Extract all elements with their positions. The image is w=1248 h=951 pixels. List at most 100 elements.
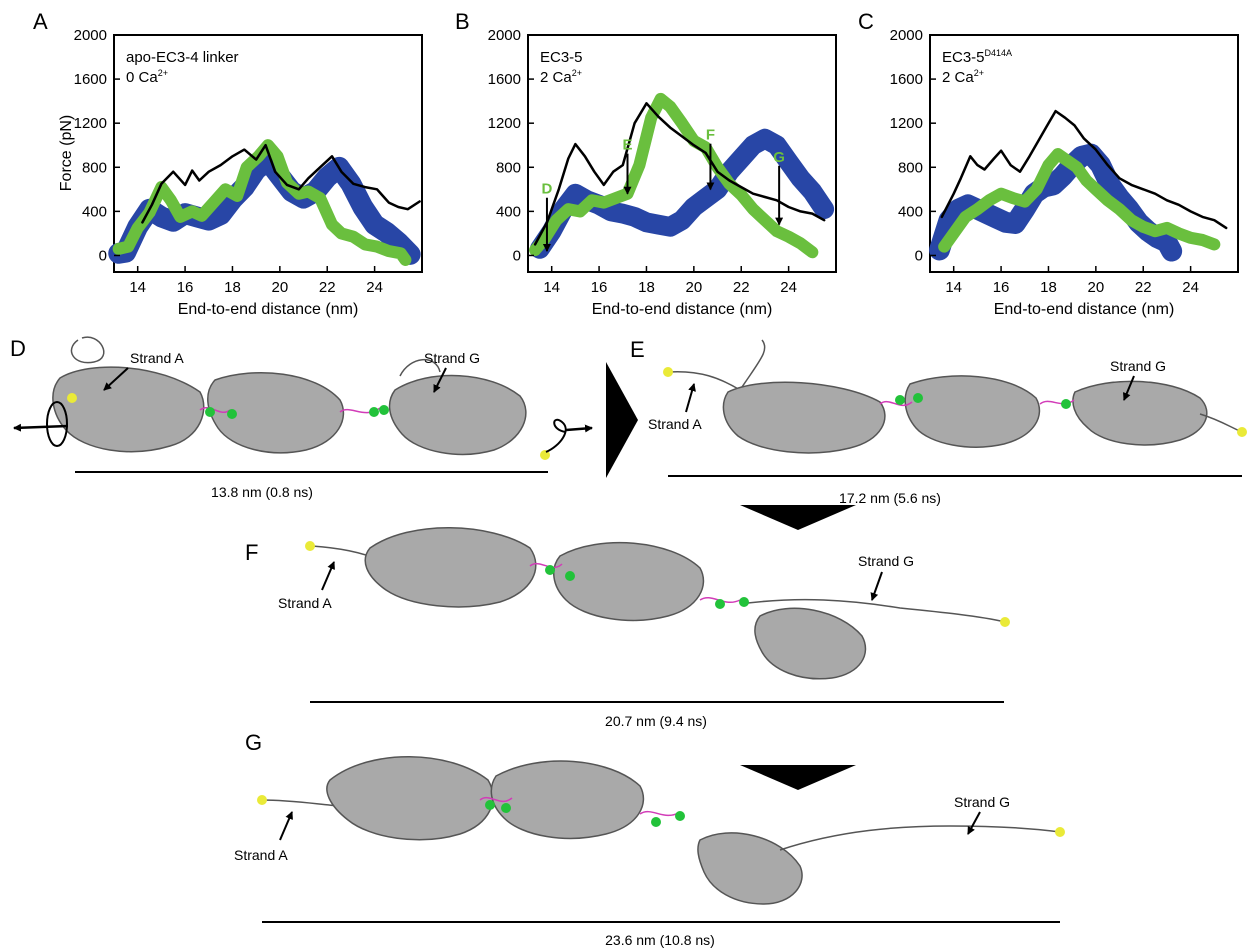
- pull-arrow: [13, 423, 69, 432]
- linker-trace: [199, 407, 231, 413]
- strand-a-pointer: [279, 811, 293, 841]
- annotation-sup: 2+: [974, 68, 984, 78]
- x-tick-label: 16: [591, 279, 608, 296]
- y-tick-label: 800: [82, 159, 107, 176]
- calcium-ion: [485, 800, 495, 810]
- y-tick-label: 400: [898, 203, 923, 220]
- annotation-sup: D414A: [985, 48, 1013, 58]
- pull-direction-right: [545, 418, 593, 453]
- linker-trace: [529, 562, 563, 569]
- n-terminus-bead: [67, 393, 77, 403]
- snapshot-f: F Strand A Strand G 20.7 nm (9.4 ns): [245, 527, 1010, 729]
- marker-label: D: [542, 181, 553, 198]
- x-tick-label: 24: [780, 279, 797, 296]
- y-tick-label: 800: [496, 159, 521, 176]
- plot-frame: [929, 34, 1239, 273]
- loop-trace: [667, 339, 766, 392]
- strand-a-pointer: [103, 367, 129, 391]
- marker-label: E: [622, 137, 632, 154]
- x-tick-label: 20: [272, 279, 289, 296]
- length-label: 23.6 nm (10.8 ns): [605, 932, 715, 948]
- x-tick-label: 18: [1040, 279, 1057, 296]
- annotation-line-1: EC3-5: [540, 49, 583, 66]
- linker-trace: [479, 796, 513, 803]
- chart-a: 14 16 18 20 22 24 0 400 800 1200 1600 2000 Force (p…: [58, 27, 423, 318]
- annotation-text: 2 Ca: [540, 69, 572, 86]
- linker-trace: [1039, 399, 1075, 405]
- strand-a-label: Strand A: [278, 595, 332, 611]
- y-tick-label: 1600: [890, 71, 923, 88]
- panel-letter-c: C: [858, 9, 874, 34]
- pull-coil: [545, 418, 567, 453]
- panel-letter-a: A: [33, 9, 48, 34]
- annotation-line-2: 0 Ca2+: [126, 68, 168, 86]
- c-terminus-bead: [1000, 617, 1010, 627]
- flow-arrow-right: [606, 362, 638, 478]
- panel-letter-g: G: [245, 730, 262, 755]
- flow-arrow-down: [740, 505, 856, 530]
- domain-ribbon: [490, 760, 645, 840]
- domain-ribbon: [553, 541, 705, 622]
- snapshot-e: E Strand A Strand G 17.2 nm (5.6 ns): [630, 337, 1247, 506]
- annotation-text: 0 Ca: [126, 69, 158, 86]
- y-tick-label: 1200: [890, 115, 923, 132]
- calcium-ion: [1061, 399, 1071, 409]
- series-line: [108, 150, 421, 265]
- calcium-ion: [545, 565, 555, 575]
- strand-a-label: Strand A: [130, 350, 184, 366]
- calcium-ion: [675, 811, 685, 821]
- annotation-sup: 2+: [572, 68, 582, 78]
- y-tick-label: 0: [99, 247, 107, 264]
- linker-trace: [639, 810, 681, 817]
- calcium-ion: [739, 597, 749, 607]
- series-layer: [929, 109, 1228, 262]
- domain-ribbon: [52, 366, 205, 453]
- loop-trace: [70, 336, 105, 364]
- y-tick-label: 1200: [488, 115, 521, 132]
- x-tick-label: 20: [1088, 279, 1105, 296]
- x-tick-label: 16: [993, 279, 1010, 296]
- annotation-text: EC3-5: [942, 49, 985, 66]
- series-layer: [108, 139, 421, 266]
- strand-g-label: Strand G: [1110, 358, 1166, 374]
- strand-g-label: Strand G: [858, 553, 914, 569]
- y-axis-label: Force (pN): [58, 115, 75, 191]
- domain-ribbon: [754, 607, 867, 680]
- n-terminus-bead: [663, 367, 673, 377]
- y-tick-label: 2000: [890, 27, 923, 44]
- strand-g-label: Strand G: [954, 794, 1010, 810]
- domain-ribbon: [207, 371, 345, 454]
- axis-layer: 14 16 18 20 22 24 0 400 800 1200 1600 2000: [488, 27, 797, 296]
- y-tick-label: 400: [82, 203, 107, 220]
- calcium-ion: [913, 393, 923, 403]
- calcium-ion: [501, 803, 511, 813]
- annotation-sup: 2+: [158, 68, 168, 78]
- calcium-ion: [715, 599, 725, 609]
- panel-letter-b: B: [455, 9, 470, 34]
- domain-ribbon: [364, 527, 537, 608]
- x-tick-label: 16: [177, 279, 194, 296]
- annotation-text: EC3-5: [540, 49, 583, 66]
- n-terminus-bead: [257, 795, 267, 805]
- protein-structure: [305, 527, 1010, 680]
- loop-trace: [1199, 413, 1243, 433]
- y-tick-label: 1600: [74, 71, 107, 88]
- series-line: [938, 148, 1221, 253]
- flow-arrow-down: [740, 765, 856, 790]
- y-tick-label: 2000: [74, 27, 107, 44]
- pull-coil: [46, 401, 68, 447]
- x-tick-label: 22: [1135, 279, 1152, 296]
- loop-trace: [779, 825, 1061, 851]
- protein-structure: [663, 339, 1247, 454]
- panel-letter-f: F: [245, 540, 258, 565]
- c-terminus-bead: [1237, 427, 1247, 437]
- protein-structure: [257, 756, 1065, 905]
- calcium-ion: [651, 817, 661, 827]
- loop-trace: [261, 799, 341, 807]
- x-tick-label: 20: [686, 279, 703, 296]
- strand-a-label: Strand A: [234, 847, 288, 863]
- protein-structure: [52, 336, 550, 460]
- domain-ribbon: [904, 375, 1041, 448]
- domain-ribbon: [326, 756, 494, 841]
- series-layer: [529, 92, 835, 259]
